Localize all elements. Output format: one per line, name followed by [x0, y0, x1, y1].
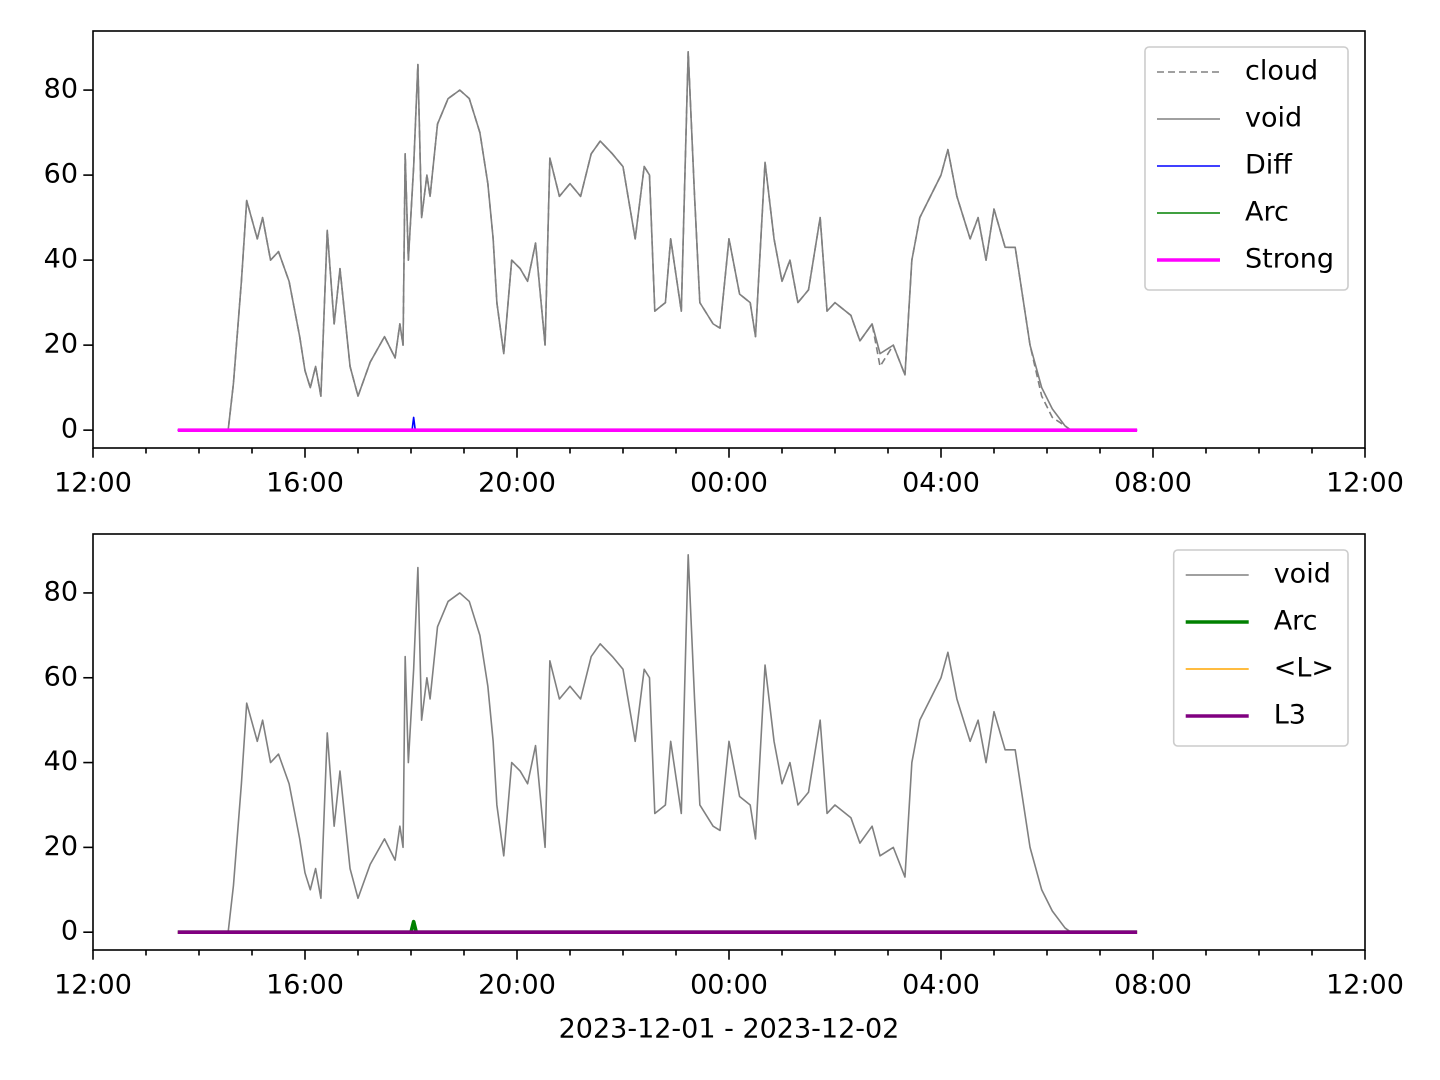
- y-tick-label: 0: [61, 414, 78, 445]
- legend-label: Diff: [1245, 150, 1293, 181]
- axes-frame: [92, 30, 1366, 449]
- y-tick-label: 80: [44, 576, 78, 607]
- y-tick-label: 60: [44, 661, 78, 692]
- y-tick-label: 60: [44, 159, 78, 190]
- x-tick-label: 12:00: [1326, 468, 1404, 499]
- x-tick-label: 12:00: [1326, 970, 1404, 1001]
- x-tick-label: 00:00: [690, 970, 768, 1001]
- legend-label: void: [1245, 103, 1302, 134]
- legend-box: [1172, 549, 1349, 747]
- legend-label: Arc: [1274, 606, 1318, 637]
- x-axis-label: 2023-12-01 - 2023-12-02: [559, 1014, 900, 1045]
- legend-label: L3: [1274, 700, 1306, 731]
- x-tick-label: 08:00: [1114, 970, 1192, 1001]
- x-tick-label: 04:00: [902, 468, 980, 499]
- legend-label: <L>: [1274, 653, 1334, 684]
- x-tick-label: 20:00: [478, 468, 556, 499]
- y-tick-label: 20: [44, 831, 78, 862]
- series-line: [177, 553, 1072, 933]
- x-tick-label: 16:00: [266, 468, 344, 499]
- series-line: [177, 51, 1072, 431]
- legend: cloud void Diff Arc Strong: [1144, 46, 1349, 291]
- legend-box: [1144, 46, 1349, 291]
- y-tick-label: 80: [44, 74, 78, 105]
- series-line: [177, 51, 1072, 431]
- axes: 0 20 40 60 80 12:00 16:00 20:00 00:00 04:00 08:00 1…: [44, 533, 1404, 1045]
- legend-label: void: [1274, 559, 1331, 590]
- legend: void Arc <L> L3: [1172, 549, 1349, 747]
- x-tick-label: 08:00: [1114, 468, 1192, 499]
- x-tick-label: 12:00: [54, 970, 132, 1001]
- x-tick-label: 16:00: [266, 970, 344, 1001]
- y-tick-label: 0: [61, 916, 78, 947]
- x-tick-label: 20:00: [478, 970, 556, 1001]
- x-tick-label: 00:00: [690, 468, 768, 499]
- axes-frame: [92, 533, 1366, 951]
- y-tick-label: 40: [44, 244, 78, 275]
- x-tick-label: 04:00: [902, 970, 980, 1001]
- axes: 0 20 40 60 80 12:00 16:00 20:00 00:00 04:00 08:00 1…: [44, 30, 1404, 499]
- y-tick-label: 20: [44, 329, 78, 360]
- x-tick-label: 12:00: [54, 468, 132, 499]
- legend-label: Strong: [1245, 244, 1334, 275]
- legend-label: Arc: [1245, 197, 1289, 228]
- series-line: [177, 416, 1138, 431]
- y-tick-label: 40: [44, 746, 78, 777]
- legend-label: cloud: [1245, 56, 1318, 87]
